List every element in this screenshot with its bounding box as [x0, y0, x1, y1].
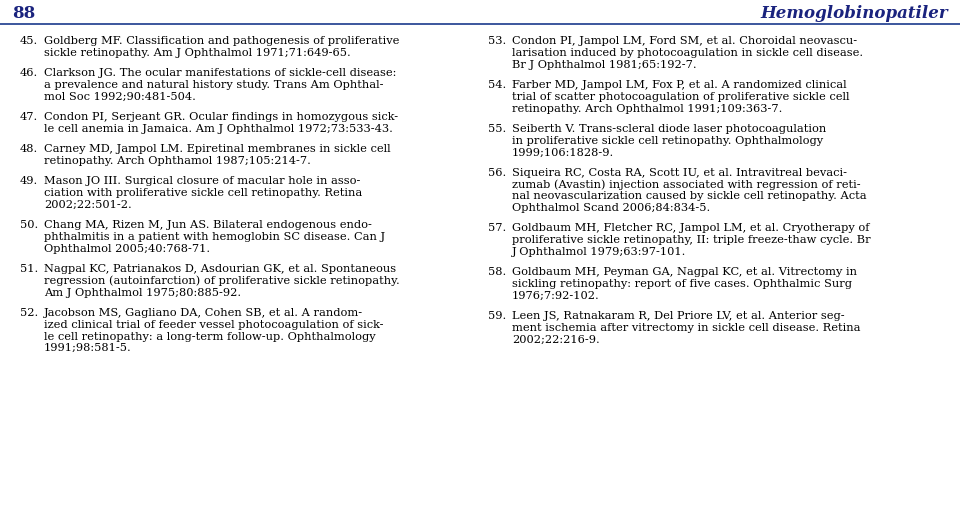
Text: ment ischemia after vitrectomy in sickle cell disease. Retina: ment ischemia after vitrectomy in sickle… [512, 323, 860, 333]
Text: Mason JO III. Surgical closure of macular hole in asso-: Mason JO III. Surgical closure of macula… [44, 176, 360, 186]
Text: Seiberth V. Trans-scleral diode laser photocoagulation: Seiberth V. Trans-scleral diode laser ph… [512, 124, 827, 134]
Text: 47.: 47. [20, 112, 38, 122]
Text: 88: 88 [12, 5, 36, 23]
Text: regression (autoinfarction) of proliferative sickle retinopathy.: regression (autoinfarction) of prolifera… [44, 276, 399, 286]
Text: in proliferative sickle cell retinopathy. Ophthalmology: in proliferative sickle cell retinopathy… [512, 135, 823, 145]
Text: 49.: 49. [20, 176, 38, 186]
Text: Goldbaum MH, Peyman GA, Nagpal KC, et al. Vitrectomy in: Goldbaum MH, Peyman GA, Nagpal KC, et al… [512, 267, 857, 277]
Text: J Ophthalmol 1979;63:97-101.: J Ophthalmol 1979;63:97-101. [512, 247, 686, 257]
Text: 52.: 52. [20, 308, 38, 318]
Text: Nagpal KC, Patrianakos D, Asdourian GK, et al. Spontaneous: Nagpal KC, Patrianakos D, Asdourian GK, … [44, 264, 396, 274]
Text: le cell retinopathy: a long-term follow-up. Ophthalmology: le cell retinopathy: a long-term follow-… [44, 332, 375, 342]
Text: zumab (Avastin) injection associated with regression of reti-: zumab (Avastin) injection associated wit… [512, 179, 860, 190]
Text: Br J Ophthalmol 1981;65:192-7.: Br J Ophthalmol 1981;65:192-7. [512, 60, 697, 70]
Text: retinopathy. Arch Ophthamol 1987;105:214-7.: retinopathy. Arch Ophthamol 1987;105:214… [44, 156, 311, 166]
Text: Jacobson MS, Gagliano DA, Cohen SB, et al. A random-: Jacobson MS, Gagliano DA, Cohen SB, et a… [44, 308, 363, 318]
Text: 2002;22:216-9.: 2002;22:216-9. [512, 335, 600, 345]
Text: 58.: 58. [488, 267, 506, 277]
Text: 54.: 54. [488, 80, 506, 90]
Text: 57.: 57. [488, 223, 506, 233]
Text: a prevalence and natural history study. Trans Am Ophthal-: a prevalence and natural history study. … [44, 80, 383, 90]
Text: Hemoglobinopatiler: Hemoglobinopatiler [760, 5, 948, 23]
Text: Goldberg MF. Classification and pathogenesis of proliferative: Goldberg MF. Classification and pathogen… [44, 36, 399, 46]
Text: 1976;7:92-102.: 1976;7:92-102. [512, 291, 600, 301]
Text: 1991;98:581-5.: 1991;98:581-5. [44, 343, 132, 353]
Text: proliferative sickle retinopathy, II: triple freeze-thaw cycle. Br: proliferative sickle retinopathy, II: tr… [512, 235, 871, 245]
Text: Carney MD, Jampol LM. Epiretinal membranes in sickle cell: Carney MD, Jampol LM. Epiretinal membran… [44, 144, 391, 154]
Text: larisation induced by photocoagulation in sickle cell disease.: larisation induced by photocoagulation i… [512, 48, 863, 58]
Text: 50.: 50. [20, 220, 38, 230]
Text: Farber MD, Jampol LM, Fox P, et al. A randomized clinical: Farber MD, Jampol LM, Fox P, et al. A ra… [512, 80, 847, 90]
Text: 48.: 48. [20, 144, 38, 154]
Text: sickling retinopathy: report of five cases. Ophthalmic Surg: sickling retinopathy: report of five cas… [512, 279, 852, 289]
Text: retinopathy. Arch Ophthalmol 1991;109:363-7.: retinopathy. Arch Ophthalmol 1991;109:36… [512, 104, 782, 114]
Text: le cell anemia in Jamaica. Am J Ophthalmol 1972;73:533-43.: le cell anemia in Jamaica. Am J Ophthalm… [44, 124, 393, 134]
Text: Leen JS, Ratnakaram R, Del Priore LV, et al. Anterior seg-: Leen JS, Ratnakaram R, Del Priore LV, et… [512, 311, 845, 321]
Text: 46.: 46. [20, 68, 38, 78]
Text: ciation with proliferative sickle cell retinopathy. Retina: ciation with proliferative sickle cell r… [44, 188, 362, 198]
Text: Ophthalmol Scand 2006;84:834-5.: Ophthalmol Scand 2006;84:834-5. [512, 203, 710, 213]
Text: 2002;22:501-2.: 2002;22:501-2. [44, 200, 132, 210]
Text: Goldbaum MH, Fletcher RC, Jampol LM, et al. Cryotherapy of: Goldbaum MH, Fletcher RC, Jampol LM, et … [512, 223, 870, 233]
Text: 55.: 55. [488, 124, 506, 134]
Text: 53.: 53. [488, 36, 506, 46]
Text: trial of scatter photocoagulation of proliferative sickle cell: trial of scatter photocoagulation of pro… [512, 92, 850, 102]
Text: ized clinical trial of feeder vessel photocoagulation of sick-: ized clinical trial of feeder vessel pho… [44, 320, 383, 330]
Text: 56.: 56. [488, 168, 506, 178]
Text: 45.: 45. [20, 36, 38, 46]
Text: Siqueira RC, Costa RA, Scott IU, et al. Intravitreal bevaci-: Siqueira RC, Costa RA, Scott IU, et al. … [512, 168, 847, 178]
Text: Condon PI, Serjeant GR. Ocular findings in homozygous sick-: Condon PI, Serjeant GR. Ocular findings … [44, 112, 398, 122]
Text: 59.: 59. [488, 311, 506, 321]
Text: 1999;106:1828-9.: 1999;106:1828-9. [512, 148, 614, 158]
Text: mol Soc 1992;90:481-504.: mol Soc 1992;90:481-504. [44, 92, 196, 102]
Text: phthalmitis in a patient with hemoglobin SC disease. Can J: phthalmitis in a patient with hemoglobin… [44, 232, 385, 242]
Text: Condon PI, Jampol LM, Ford SM, et al. Choroidal neovascu-: Condon PI, Jampol LM, Ford SM, et al. Ch… [512, 36, 857, 46]
Text: 51.: 51. [20, 264, 38, 274]
Text: nal neovascularization caused by sickle cell retinopathy. Acta: nal neovascularization caused by sickle … [512, 191, 867, 202]
Text: Am J Ophthalmol 1975;80:885-92.: Am J Ophthalmol 1975;80:885-92. [44, 288, 241, 298]
Text: Chang MA, Rizen M, Jun AS. Bilateral endogenous endo-: Chang MA, Rizen M, Jun AS. Bilateral end… [44, 220, 372, 230]
Text: sickle retinopathy. Am J Ophthalmol 1971;71:649-65.: sickle retinopathy. Am J Ophthalmol 1971… [44, 48, 350, 58]
Text: Clarkson JG. The ocular manifestations of sickle-cell disease:: Clarkson JG. The ocular manifestations o… [44, 68, 396, 78]
Text: Ophthalmol 2005;40:768-71.: Ophthalmol 2005;40:768-71. [44, 244, 210, 254]
